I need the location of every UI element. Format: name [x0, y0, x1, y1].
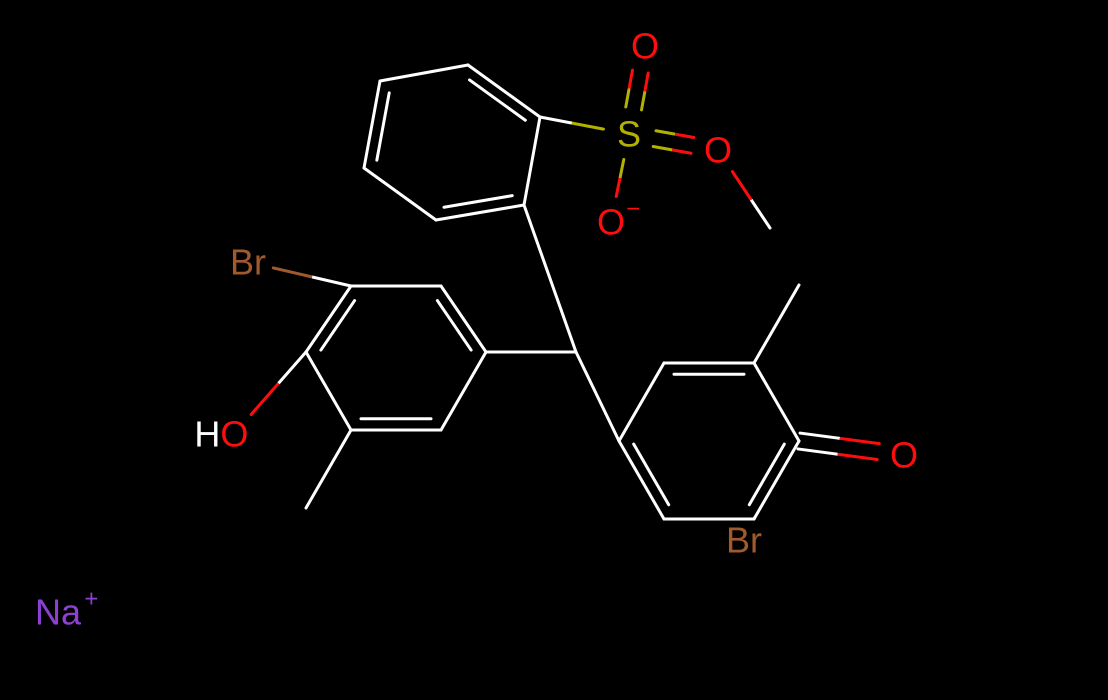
svg-text:HO: HO — [194, 414, 248, 455]
atom-Oq: O — [890, 435, 918, 476]
svg-text:Br: Br — [726, 520, 762, 561]
svg-text:+: + — [84, 586, 98, 613]
atom-O1: O — [631, 26, 659, 67]
molecule-diagram: SOOO−OBrBrHONa+ — [0, 0, 1108, 700]
svg-text:O: O — [631, 26, 659, 67]
svg-text:O: O — [597, 202, 625, 243]
atom-Brp: Br — [230, 242, 266, 283]
svg-text:−: − — [626, 196, 640, 223]
svg-text:O: O — [704, 130, 732, 171]
atom-Brq: Br — [726, 520, 762, 561]
svg-text:Na: Na — [35, 592, 82, 633]
svg-text:O: O — [890, 435, 918, 476]
atom-S: S — [617, 114, 641, 155]
atom-OHp: HO — [194, 414, 248, 455]
svg-text:Br: Br — [230, 242, 266, 283]
atom-O2: O — [704, 130, 732, 171]
svg-text:S: S — [617, 114, 641, 155]
